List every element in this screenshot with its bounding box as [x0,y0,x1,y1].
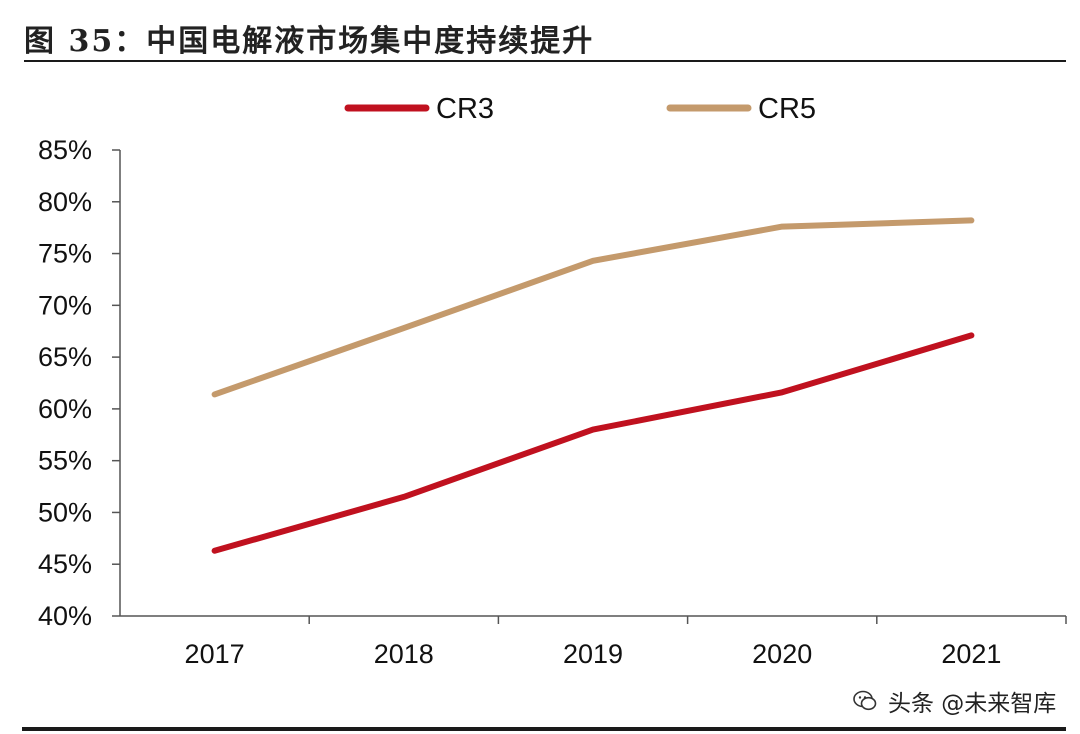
y-tick-label: 85% [38,135,92,165]
x-tick-label: 2018 [374,639,434,669]
legend-label-cr5: CR5 [758,93,816,125]
y-tick-label: 50% [38,497,92,527]
x-tick-label: 2017 [185,639,245,669]
y-tick-label: 80% [38,187,92,217]
x-tick-label: 2020 [752,639,812,669]
y-tick-label: 60% [38,394,92,424]
y-tick-label: 65% [38,342,92,372]
figure-title: 图 35：中国电解液市场集中度持续提升 [24,24,595,59]
series-line-cr3 [211,332,975,554]
x-tick-label: 2021 [941,639,1001,669]
y-tick-label: 55% [38,446,92,476]
wechat-icon [853,690,877,711]
x-tick-label: 2019 [563,639,623,669]
y-tick-label: 40% [38,601,92,631]
bottom-rule [22,727,1066,731]
y-tick-label: 45% [38,549,92,579]
watermark-text: 头条 @未来智库 [888,691,1057,717]
watermark: 头条 @未来智库 [852,684,1056,718]
y-tick-label: 70% [38,290,92,320]
legend-label-cr3: CR3 [436,93,494,125]
y-tick-label: 75% [38,239,92,269]
figure-header: 图 35：中国电解液市场集中度持续提升 [24,10,1066,62]
